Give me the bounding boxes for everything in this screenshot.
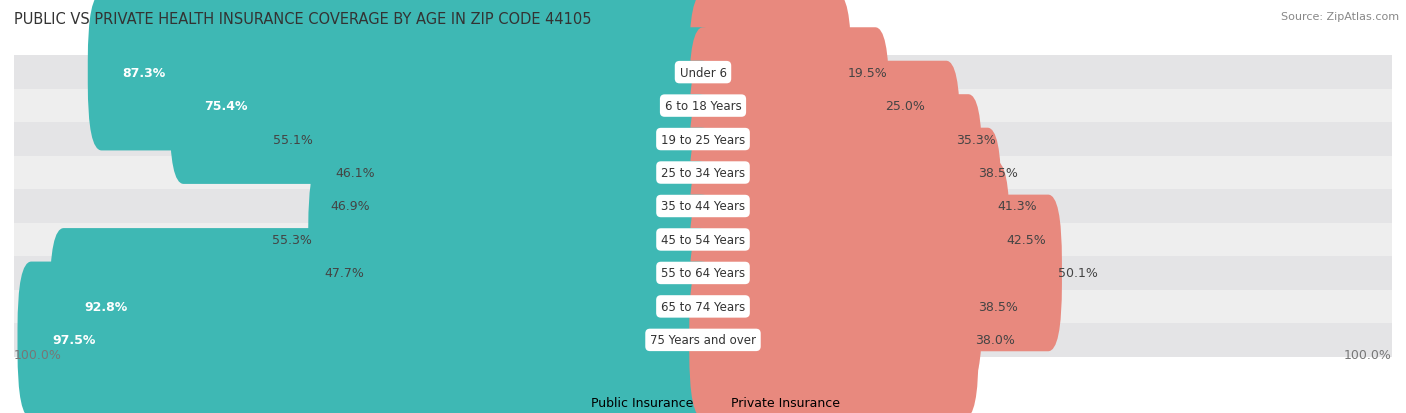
Text: 100.0%: 100.0% bbox=[1344, 348, 1392, 361]
FancyBboxPatch shape bbox=[14, 90, 1392, 123]
Text: 42.5%: 42.5% bbox=[1007, 233, 1046, 247]
Text: 47.7%: 47.7% bbox=[325, 267, 364, 280]
Text: Under 6: Under 6 bbox=[679, 66, 727, 79]
FancyBboxPatch shape bbox=[14, 190, 1392, 223]
FancyBboxPatch shape bbox=[14, 223, 1392, 256]
Text: 87.3%: 87.3% bbox=[122, 66, 166, 79]
Text: 46.1%: 46.1% bbox=[336, 166, 375, 180]
FancyBboxPatch shape bbox=[689, 195, 1062, 351]
FancyBboxPatch shape bbox=[17, 262, 717, 413]
FancyBboxPatch shape bbox=[689, 28, 889, 185]
Text: 75 Years and over: 75 Years and over bbox=[650, 334, 756, 347]
FancyBboxPatch shape bbox=[309, 62, 717, 218]
Text: 38.5%: 38.5% bbox=[979, 300, 1018, 313]
Text: 25 to 34 Years: 25 to 34 Years bbox=[661, 166, 745, 180]
Text: 35 to 44 Years: 35 to 44 Years bbox=[661, 200, 745, 213]
Text: 45 to 54 Years: 45 to 54 Years bbox=[661, 233, 745, 247]
Text: 92.8%: 92.8% bbox=[84, 300, 128, 313]
Text: PUBLIC VS PRIVATE HEALTH INSURANCE COVERAGE BY AGE IN ZIP CODE 44105: PUBLIC VS PRIVATE HEALTH INSURANCE COVER… bbox=[14, 12, 592, 27]
FancyBboxPatch shape bbox=[371, 95, 717, 251]
FancyBboxPatch shape bbox=[689, 162, 1010, 318]
FancyBboxPatch shape bbox=[49, 228, 717, 385]
FancyBboxPatch shape bbox=[14, 256, 1392, 290]
FancyBboxPatch shape bbox=[360, 195, 717, 351]
Text: 75.4%: 75.4% bbox=[204, 100, 247, 113]
Text: 100.0%: 100.0% bbox=[14, 348, 62, 361]
Text: 19 to 25 Years: 19 to 25 Years bbox=[661, 133, 745, 146]
FancyBboxPatch shape bbox=[689, 0, 851, 151]
Text: Source: ZipAtlas.com: Source: ZipAtlas.com bbox=[1281, 12, 1399, 22]
FancyBboxPatch shape bbox=[689, 62, 960, 218]
Text: 41.3%: 41.3% bbox=[998, 200, 1038, 213]
Text: 19.5%: 19.5% bbox=[848, 66, 887, 79]
Text: 38.5%: 38.5% bbox=[979, 166, 1018, 180]
FancyBboxPatch shape bbox=[170, 28, 717, 185]
Text: 38.0%: 38.0% bbox=[976, 334, 1015, 347]
FancyBboxPatch shape bbox=[689, 262, 979, 413]
FancyBboxPatch shape bbox=[689, 228, 981, 385]
Text: 55.3%: 55.3% bbox=[271, 233, 312, 247]
FancyBboxPatch shape bbox=[14, 56, 1392, 90]
FancyBboxPatch shape bbox=[308, 162, 717, 318]
Text: 25.0%: 25.0% bbox=[886, 100, 925, 113]
FancyBboxPatch shape bbox=[14, 290, 1392, 323]
Text: 55 to 64 Years: 55 to 64 Years bbox=[661, 267, 745, 280]
Text: 35.3%: 35.3% bbox=[956, 133, 997, 146]
FancyBboxPatch shape bbox=[14, 123, 1392, 157]
FancyBboxPatch shape bbox=[689, 95, 981, 251]
Text: 46.9%: 46.9% bbox=[330, 200, 370, 213]
Text: 97.5%: 97.5% bbox=[52, 334, 96, 347]
FancyBboxPatch shape bbox=[14, 323, 1392, 357]
FancyBboxPatch shape bbox=[366, 128, 717, 285]
Text: 65 to 74 Years: 65 to 74 Years bbox=[661, 300, 745, 313]
Text: 6 to 18 Years: 6 to 18 Years bbox=[665, 100, 741, 113]
FancyBboxPatch shape bbox=[689, 128, 1001, 285]
Legend: Public Insurance, Private Insurance: Public Insurance, Private Insurance bbox=[561, 391, 845, 413]
FancyBboxPatch shape bbox=[87, 0, 717, 151]
Text: 50.1%: 50.1% bbox=[1059, 267, 1098, 280]
Text: 55.1%: 55.1% bbox=[273, 133, 314, 146]
FancyBboxPatch shape bbox=[14, 157, 1392, 190]
